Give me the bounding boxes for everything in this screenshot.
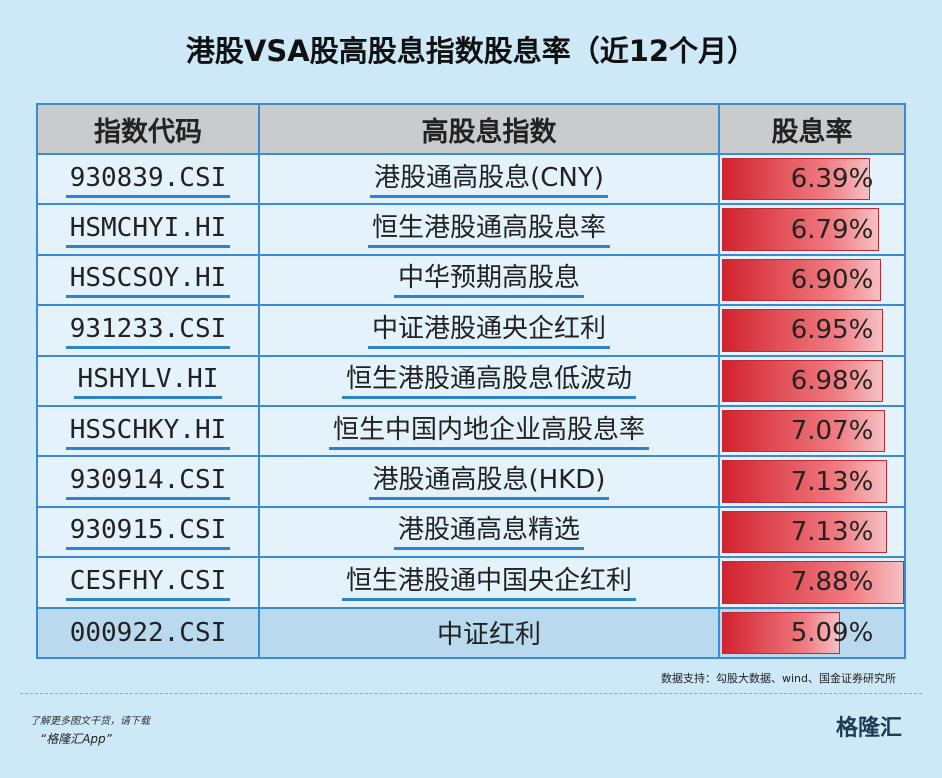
- yield-cell: 6.98%: [720, 357, 904, 405]
- data-bar: [722, 158, 870, 201]
- code-cell: 930914.CSI: [38, 457, 260, 506]
- yield-label: 5.09%: [790, 617, 874, 648]
- index-name: 中证红利: [436, 620, 541, 651]
- code-cell: 000922.CSI: [38, 608, 260, 657]
- index-name: 中证港股通央企红利: [367, 312, 610, 349]
- separator: [20, 693, 922, 694]
- yield-cell: 7.13%: [720, 457, 904, 505]
- index-name: 中华预期高股息: [393, 261, 584, 299]
- name-cell: 中证港股通央企红利: [260, 306, 720, 355]
- header-row: 指数代码 高股息指数 股息率: [38, 105, 904, 153]
- code-cell: HSHYLV.HI: [38, 356, 260, 405]
- yield-label: 6.90%: [790, 264, 874, 295]
- title: 港股VSA股高股息指数股息率（近12个月）: [185, 34, 757, 68]
- code-cell: HSSCSOY.HI: [38, 255, 260, 305]
- index-name: 港股通高股息(CNY): [370, 161, 608, 198]
- data-bar: [722, 561, 904, 604]
- index-name: 恒生港股通中国央企红利: [341, 564, 636, 601]
- index-code: HSSCHKY.HI: [65, 413, 231, 450]
- name-cell: 港股通高股息(HKD): [260, 457, 720, 506]
- column-header: 指数代码: [38, 105, 260, 153]
- name-cell: 恒生港股通高股息率: [260, 205, 720, 254]
- table-row: 930915.CSI 港股通高息精选 7.13%: [38, 505, 904, 557]
- index-name: 港股通高息精选: [393, 513, 584, 551]
- index-code: 931233.CSI: [65, 312, 231, 349]
- index-code: 000922.CSI: [69, 617, 227, 648]
- yield-cell: 5.09%: [720, 609, 904, 657]
- name-cell: 中华预期高股息: [260, 255, 720, 305]
- table-row: CESFHY.CSI 恒生港股通中国央企红利 7.88%: [38, 556, 904, 607]
- table-row: HSMCHYI.HI 恒生港股通高股息率 6.79%: [38, 203, 904, 254]
- code-cell: 930839.CSI: [38, 155, 260, 204]
- yield-label: 7.88%: [790, 567, 874, 598]
- yield-label: 7.13%: [790, 516, 874, 547]
- code-cell: HSSCHKY.HI: [38, 406, 260, 456]
- code-cell: 931233.CSI: [38, 306, 260, 355]
- data-bar: [722, 409, 886, 453]
- name-cell: 恒生港股通中国央企红利: [260, 558, 720, 607]
- table-row: 000922.CSI 中证红利 5.09%: [38, 606, 904, 657]
- yield-label: 6.39%: [790, 164, 874, 195]
- name-cell: 中证红利: [260, 608, 720, 657]
- index-code: HSSCSOY.HI: [65, 261, 231, 299]
- data-bar: [722, 208, 879, 251]
- data-bar: [722, 258, 882, 302]
- index-name: 恒生港股通高股息低波动: [341, 362, 636, 400]
- column-header: 股息率: [771, 116, 853, 148]
- column-header: 高股息指数: [260, 105, 720, 153]
- logo: 格隆汇: [835, 716, 902, 741]
- index-name: 港股通高股息(HKD): [368, 463, 610, 501]
- yield-cell: 6.39%: [720, 155, 904, 203]
- yield-cell: 6.90%: [720, 256, 904, 304]
- yield-label: 6.79%: [790, 214, 874, 245]
- source-note: 数据支持：勾股大数据、wind、国金证券研究所: [660, 672, 896, 685]
- yield-cell: 6.79%: [720, 205, 904, 253]
- index-code: HSHYLV.HI: [73, 362, 223, 400]
- name-cell: 港股通高息精选: [260, 507, 720, 557]
- index-name: 恒生港股通高股息率: [367, 211, 610, 249]
- index-code: 930915.CSI: [65, 513, 231, 551]
- index-code: 930914.CSI: [65, 463, 231, 501]
- yield-label: 6.98%: [790, 365, 874, 396]
- yield-cell: 6.95%: [720, 306, 904, 354]
- table-row: HSSCHKY.HI 恒生中国内地企业高股息率 7.07%: [38, 404, 904, 456]
- yield-label: 7.13%: [790, 466, 874, 497]
- table-row: 930839.CSI 港股通高股息(CNY) 6.39%: [38, 153, 904, 204]
- code-cell: HSMCHYI.HI: [38, 205, 260, 254]
- data-bar: [722, 309, 883, 352]
- index-code: 930839.CSI: [65, 161, 231, 198]
- table-row: 931233.CSI 中证港股通央企红利 6.95%: [38, 304, 904, 355]
- name-cell: 恒生中国内地企业高股息率: [260, 406, 720, 456]
- yield-label: 6.95%: [790, 315, 874, 346]
- code-cell: CESFHY.CSI: [38, 558, 260, 607]
- index-code: CESFHY.CSI: [65, 564, 231, 601]
- table-row: HSSCSOY.HI 中华预期高股息 6.90%: [38, 253, 904, 305]
- data-bar: [722, 460, 887, 503]
- yield-cell: 7.88%: [720, 558, 904, 606]
- yield-cell: 7.07%: [720, 407, 904, 455]
- data-bar: [722, 359, 884, 402]
- table-row: HSHYLV.HI 恒生港股通高股息低波动 6.98%: [38, 354, 904, 405]
- data-bar: [722, 510, 887, 554]
- index-code: HSMCHYI.HI: [65, 211, 231, 249]
- code-cell: 930915.CSI: [38, 507, 260, 557]
- yield-label: 7.07%: [790, 416, 874, 447]
- table-row: 930914.CSI 港股通高股息(HKD) 7.13%: [38, 455, 904, 506]
- promo-text: 了解更多图文干货，请下载: [30, 716, 150, 727]
- yield-cell: 7.13%: [720, 508, 904, 556]
- index-name: 恒生中国内地企业高股息率: [328, 413, 649, 450]
- name-cell: 港股通高股息(CNY): [260, 155, 720, 204]
- data-bar: [722, 611, 840, 654]
- app-name: “格隆汇App”: [40, 732, 112, 746]
- name-cell: 恒生港股通高股息低波动: [260, 356, 720, 405]
- table: 指数代码 高股息指数 股息率 930839.CSI 港股通高股息(CNY) 6.39…: [36, 103, 906, 659]
